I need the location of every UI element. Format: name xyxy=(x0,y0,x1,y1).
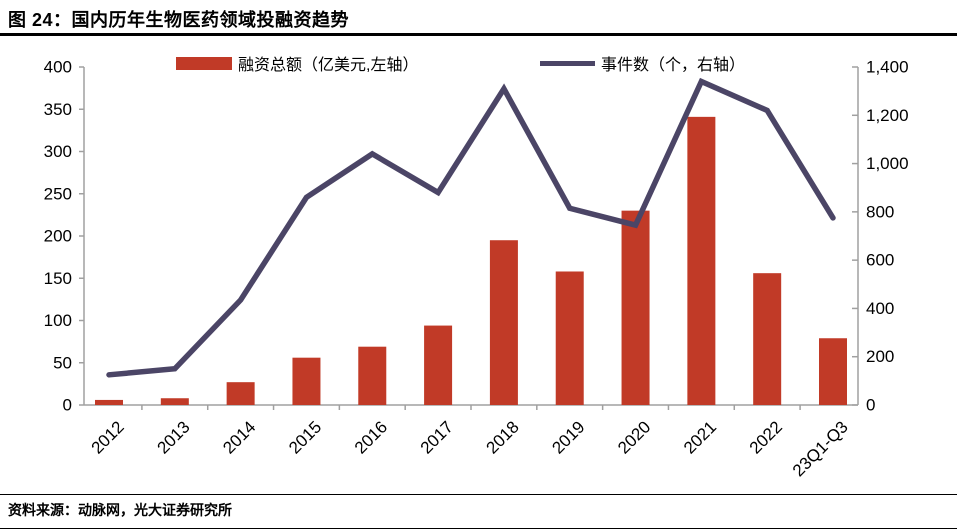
footer-divider-top xyxy=(0,494,957,495)
legend-item-financing: 融资总额（亿美元,左轴） xyxy=(176,55,418,74)
x-axis-label-2016: 2016 xyxy=(351,417,391,457)
x-axis-label-2014: 2014 xyxy=(219,417,259,457)
x-axis-label-2018: 2018 xyxy=(483,417,523,457)
x-axis-label-2017: 2017 xyxy=(417,417,457,457)
bar-2014 xyxy=(226,382,255,405)
bar-2016 xyxy=(358,346,387,405)
bar-2019 xyxy=(555,271,584,405)
legend-label-financing: 融资总额（亿美元,左轴） xyxy=(238,57,419,74)
x-axis-label-2012: 2012 xyxy=(88,417,128,457)
source-note: 资料来源：动脉网，光大证券研究所 xyxy=(8,502,232,518)
x-axis-label-2013: 2013 xyxy=(153,417,193,457)
left-axis-tick-label: 100 xyxy=(44,311,72,330)
right-axis-tick-label: 600 xyxy=(866,251,894,270)
bar-2021 xyxy=(687,116,716,405)
legend-item-events: 事件数（个，右轴） xyxy=(540,55,745,74)
bar-2018 xyxy=(489,240,518,405)
x-axis-label-2020: 2020 xyxy=(614,417,654,457)
x-axis-label-2015: 2015 xyxy=(285,417,325,457)
left-axis-tick-label: 200 xyxy=(44,227,72,246)
title-divider xyxy=(0,33,957,36)
right-axis-tick-label: 1,200 xyxy=(866,106,909,125)
bar-2013 xyxy=(160,398,189,405)
page-title: 图 24：国内历年生物医药领域投融资趋势 xyxy=(8,10,350,30)
left-axis-tick-label: 250 xyxy=(44,184,72,203)
bar-2017 xyxy=(424,325,453,405)
x-axis-label-2021: 2021 xyxy=(680,417,720,457)
bar-2015 xyxy=(292,357,321,405)
right-axis-tick-label: 200 xyxy=(866,347,894,366)
legend-label-events: 事件数（个，右轴） xyxy=(601,57,746,74)
bar-2020 xyxy=(621,210,650,405)
bar-series-swatch-icon xyxy=(176,56,232,70)
bar-23Q1-Q3 xyxy=(819,338,847,405)
x-axis-label-2019: 2019 xyxy=(548,417,588,457)
footer-divider-bottom xyxy=(0,528,957,529)
left-axis-tick-label: 150 xyxy=(44,269,72,288)
left-axis-tick-label: 0 xyxy=(63,396,72,415)
left-axis-tick-label: 50 xyxy=(53,353,72,372)
right-axis-tick-label: 0 xyxy=(866,396,875,415)
events-line xyxy=(106,77,836,378)
right-axis-tick-label: 400 xyxy=(866,299,894,318)
x-axis-label-2022: 2022 xyxy=(746,417,786,457)
right-axis-tick-label: 800 xyxy=(866,202,894,221)
bar-2012 xyxy=(95,399,123,405)
left-axis-tick-label: 300 xyxy=(44,142,72,161)
right-axis-tick-label: 1,000 xyxy=(866,154,909,173)
x-axis-label-23Q1-Q3: 23Q1-Q3 xyxy=(789,417,852,480)
left-axis-tick-label: 400 xyxy=(44,58,72,77)
left-axis-tick-label: 350 xyxy=(44,100,72,119)
bar-2022 xyxy=(753,273,782,405)
line-series-swatch-icon xyxy=(540,60,595,66)
right-axis-tick-label: 1,400 xyxy=(866,58,909,77)
